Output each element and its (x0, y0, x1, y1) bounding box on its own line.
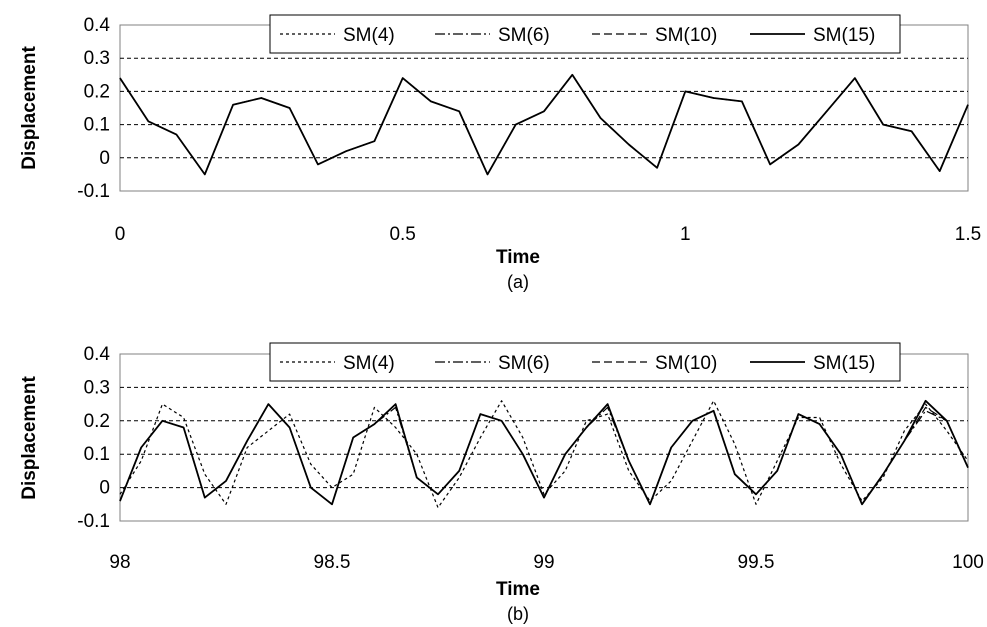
chart-panel-b: -0.1 0 0.1 0.2 0.3 0.4 98 98.5 99 99.5 100 Displa… (19, 342, 984, 624)
legend-items: SM(4) SM(6) SM(10) SM(15) (280, 353, 875, 374)
series-lines (119, 399, 969, 509)
x-tick-labels: 0 0.5 1 1.5 (115, 224, 982, 245)
legend-label: SM(6) (498, 353, 550, 374)
x-tick-label: 100 (952, 552, 984, 573)
y-tick-label: -0.1 (77, 181, 110, 202)
legend-label: SM(10) (655, 25, 717, 46)
legend-items: SM(4) SM(6) SM(10) SM(15) (280, 25, 875, 46)
legend: SM(4) SM(6) SM(10) SM(15) (269, 14, 901, 54)
legend-label: SM(4) (343, 25, 395, 46)
x-tick-label: 98 (109, 552, 130, 573)
series-line (119, 399, 969, 506)
legend-label: SM(15) (813, 353, 875, 374)
y-tick-label: 0.2 (84, 81, 110, 102)
series-lines (119, 73, 969, 176)
legend-label: SM(6) (498, 25, 550, 46)
y-axis-label: Displacement (19, 46, 40, 170)
y-tick-label: 0.1 (84, 444, 110, 465)
legend: SM(4) SM(6) SM(10) SM(15) (269, 342, 901, 382)
legend-label: SM(4) (343, 353, 395, 374)
x-axis-label: Time (496, 247, 540, 268)
x-tick-label: 99 (533, 552, 554, 573)
panel-caption: (a) (507, 272, 529, 292)
chart-panel-a: -0.100.10.20.30.4 0 0.5 1 1.5 Displacement … (19, 14, 982, 292)
x-tick-label: 0.5 (389, 224, 415, 245)
y-tick-labels: -0.1 0 0.1 0.2 0.3 0.4 (77, 15, 110, 202)
x-tick-label: 98.5 (314, 552, 351, 573)
series-line (119, 73, 969, 176)
x-tick-labels: 98 98.5 99 99.5 100 (109, 552, 983, 573)
x-axis-label: Time (496, 579, 540, 600)
y-tick-label: 0 (99, 148, 110, 169)
legend-label: SM(10) (655, 353, 717, 374)
panel-caption: (b) (507, 604, 529, 624)
gridlines (120, 57, 968, 159)
gridlines (120, 386, 968, 489)
series-line (119, 400, 969, 509)
y-tick-label: 0.4 (84, 15, 111, 36)
y-tick-label: 0.2 (84, 411, 110, 432)
y-axis-label: Displacement (19, 376, 40, 500)
y-tick-label: 0.1 (84, 115, 110, 136)
y-tick-label: 0.3 (84, 377, 110, 398)
y-tick-label: 0 (99, 478, 110, 499)
y-tick-label: -0.1 (77, 511, 110, 532)
x-tick-label: 99.5 (738, 552, 775, 573)
legend-label: SM(15) (813, 25, 875, 46)
x-tick-label: 1 (680, 224, 691, 245)
x-tick-label: 0 (115, 224, 126, 245)
x-tick-label: 1.5 (955, 224, 981, 245)
y-tick-label: 0.3 (84, 48, 110, 69)
y-tick-label: 0.4 (84, 344, 111, 365)
y-tick-labels: -0.1 0 0.1 0.2 0.3 0.4 (77, 344, 110, 532)
